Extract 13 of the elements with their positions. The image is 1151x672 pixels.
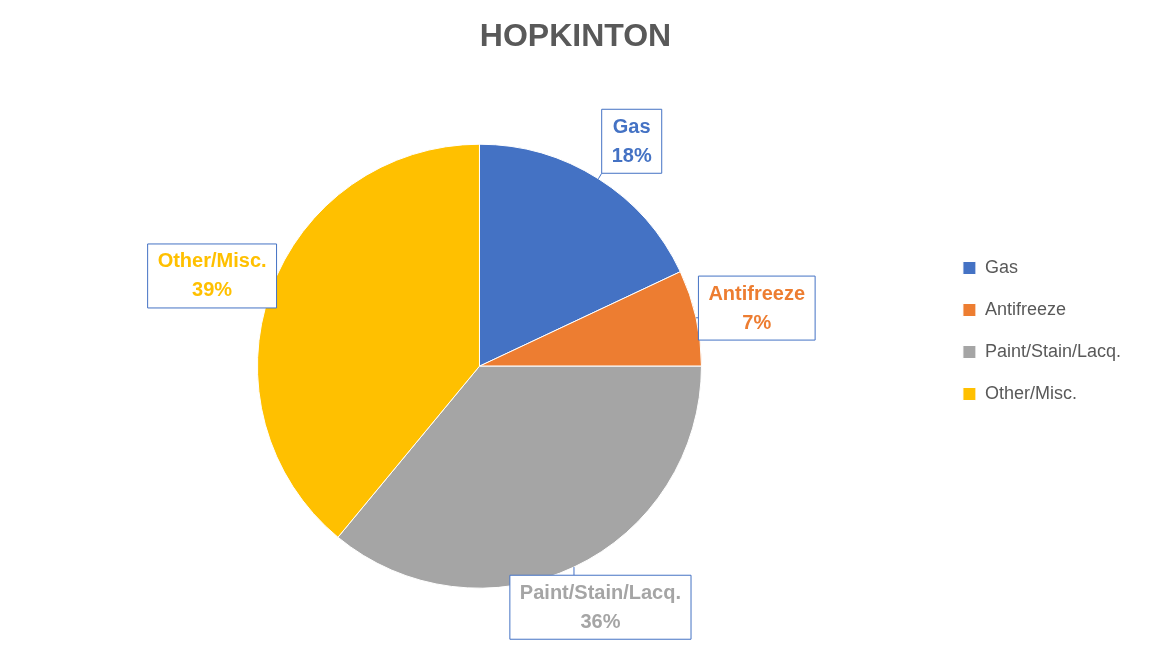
data-label: 7% [742, 310, 772, 333]
data-label: 39% [192, 278, 233, 301]
slice-label: Antifreeze [708, 281, 806, 304]
legend-label: Other/Misc. [984, 382, 1077, 403]
slice-label: Paint/Stain/Lacq. [519, 580, 682, 603]
slice-label: Other/Misc. [157, 249, 267, 272]
legend-label: Antifreeze [984, 298, 1066, 319]
chart-title: HOPKINTON [479, 17, 672, 54]
data-label: 18% [611, 143, 652, 166]
legend-label: Gas [984, 256, 1018, 277]
slice-label: Gas [612, 114, 651, 137]
data-label: 36% [580, 609, 621, 632]
legend-label: Paint/Stain/Lacq. [984, 340, 1121, 361]
